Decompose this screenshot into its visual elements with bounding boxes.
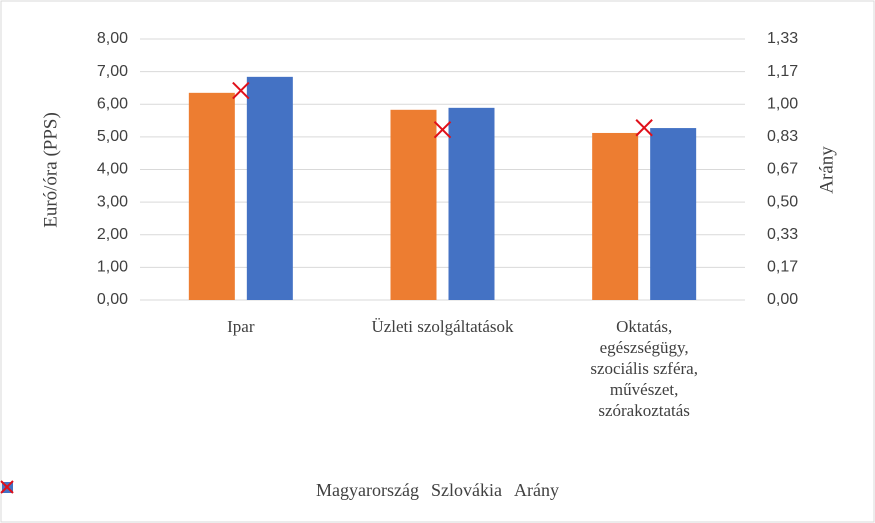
y2-tick-label: 0,50 (767, 193, 798, 210)
y2-tick-label: 0,67 (767, 161, 798, 178)
legend-label: Magyarország (316, 480, 419, 500)
y2-tick-label: 1,33 (767, 30, 798, 47)
marker (635, 119, 653, 137)
y-tick-label: 0,00 (97, 291, 128, 308)
legend-marker (0, 480, 14, 494)
y-tick-label: 8,00 (97, 30, 128, 47)
legend-swatch (0, 480, 14, 494)
y2-tick-label: 1,17 (767, 63, 798, 80)
y2-axis-title: Arány (816, 146, 837, 194)
bar (390, 109, 437, 300)
x-tick-label-box: Oktatás, egészségügy, szociális szféra, … (590, 317, 698, 420)
legend-item: Szlovákia (2, 480, 502, 501)
marker (232, 81, 250, 100)
x-tick-label: Oktatás, egészségügy, szociális szféra, … (590, 317, 698, 420)
y-tick-label: 7,00 (97, 63, 128, 80)
legend-label: Szlovákia (431, 480, 502, 500)
y2-tick-label: 0,83 (767, 128, 798, 145)
bar (246, 76, 293, 300)
y-tick-label: 4,00 (97, 161, 128, 178)
bar (448, 107, 495, 301)
x-tick-label-box: Ipar (227, 317, 255, 336)
y2-tick-label: 0,00 (767, 291, 798, 308)
y2-tick-label: 1,00 (767, 95, 798, 112)
y-tick-label: 6,00 (97, 95, 128, 112)
y2-tick-label: 0,33 (767, 226, 798, 243)
y-axis-title: Euró/óra (PPS) (40, 112, 61, 228)
x-tick-label-box: Üzleti szolgáltatások (371, 317, 514, 336)
y-tick-label: 1,00 (97, 259, 128, 276)
legend-label: Arány (513, 480, 559, 500)
y-tick-label: 3,00 (97, 193, 128, 210)
bar (188, 92, 235, 300)
legend-item: Magyarország (2, 480, 419, 501)
bar (650, 128, 697, 300)
x-tick-label: Üzleti szolgáltatások (371, 317, 514, 336)
marker (433, 120, 452, 139)
y2-tick-label: 0,17 (767, 259, 798, 276)
bar (592, 132, 639, 300)
y-tick-label: 2,00 (97, 226, 128, 243)
y-tick-label: 5,00 (97, 128, 128, 145)
legend-item: Arány (0, 480, 559, 501)
x-tick-label: Ipar (227, 317, 255, 336)
legend: Magyarország Szlovákia Arány (0, 480, 875, 501)
